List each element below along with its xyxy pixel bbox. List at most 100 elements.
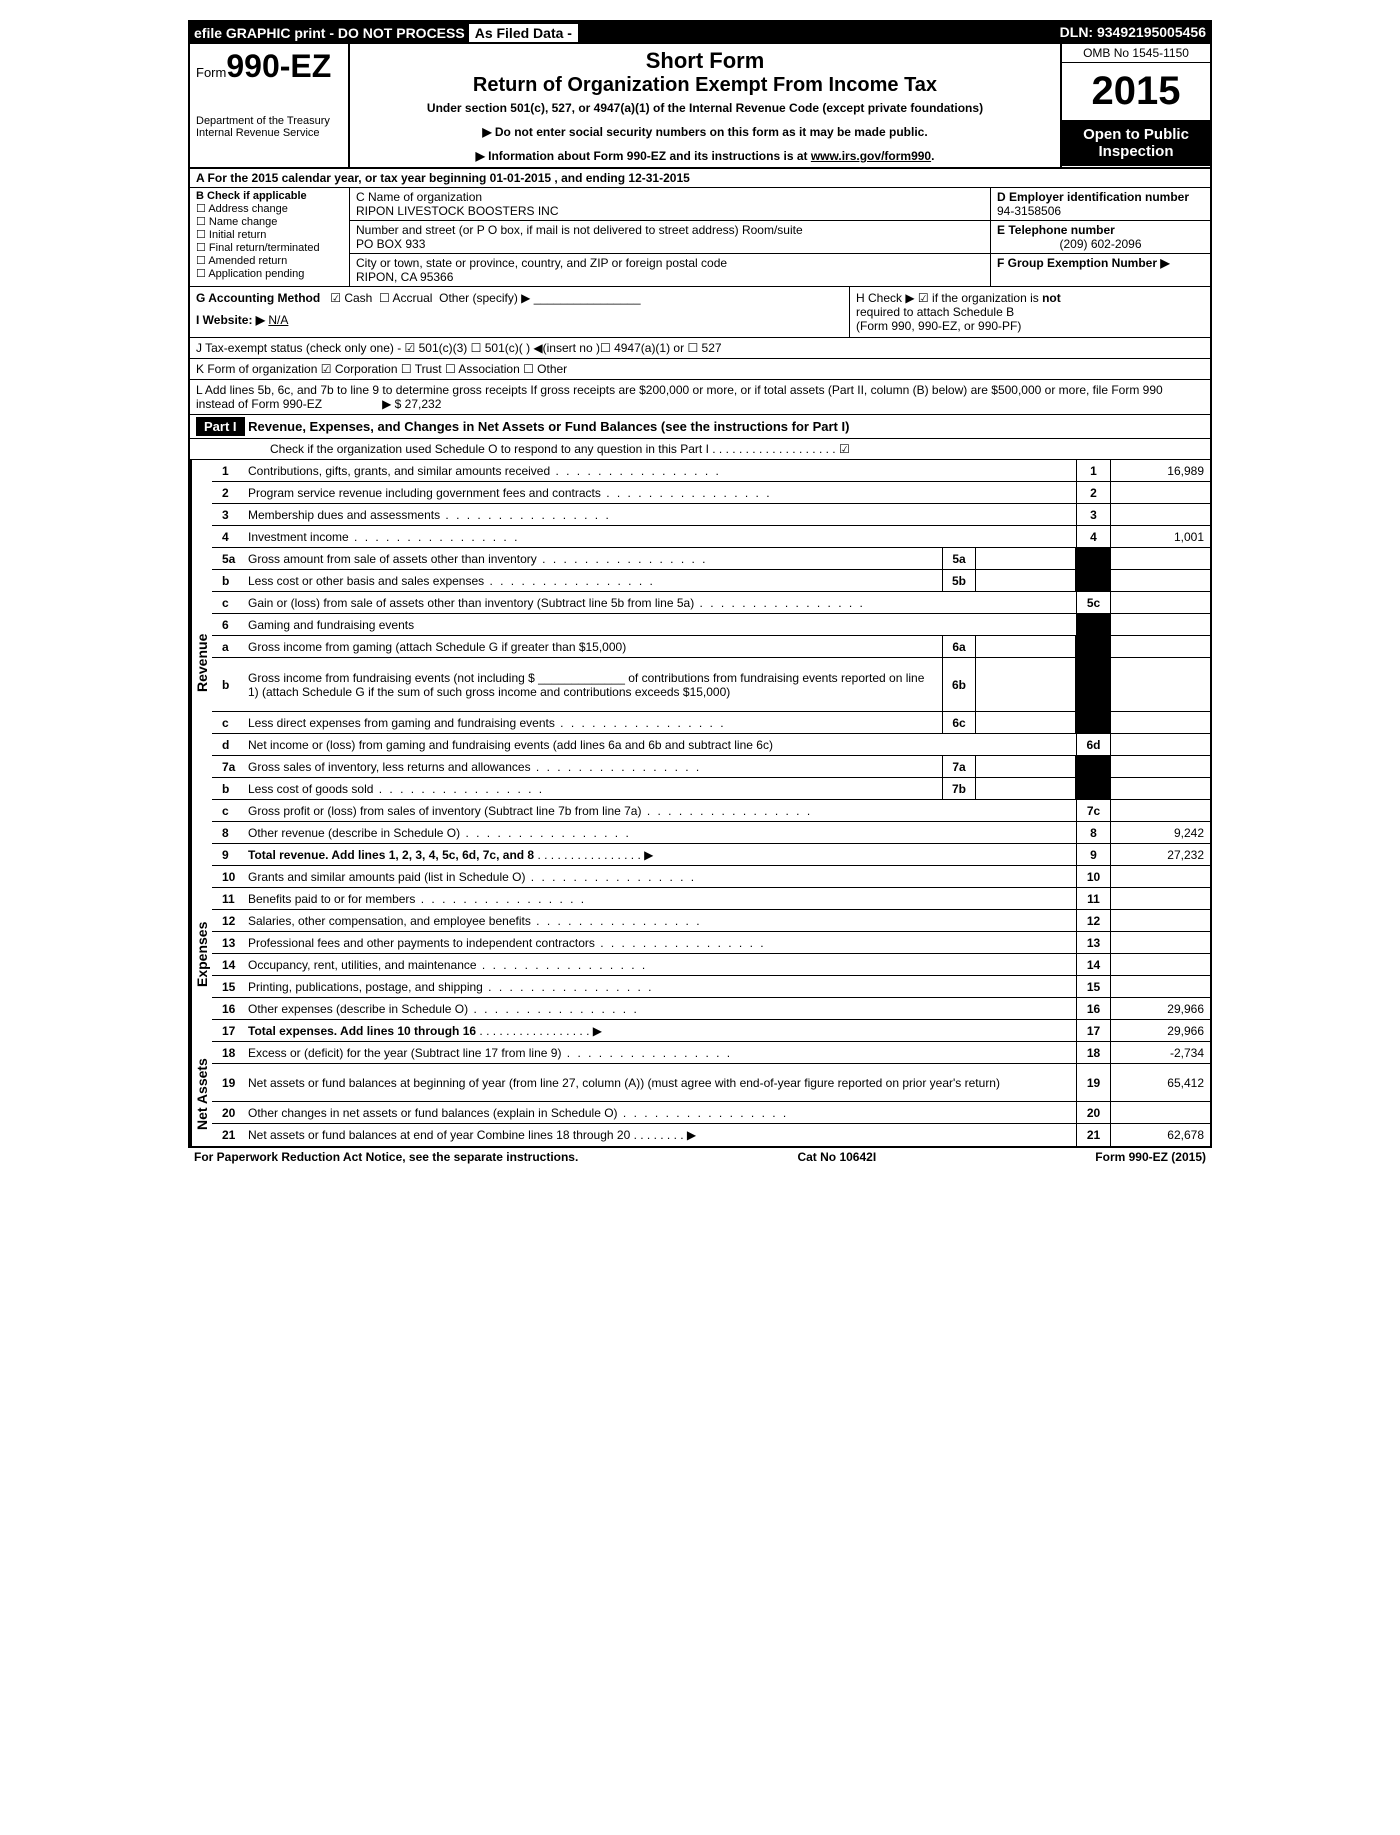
box-de: D Employer identification number 94-3158…: [990, 188, 1210, 286]
l7c-num: c: [212, 804, 248, 818]
box-i: I Website: ▶ N/A: [196, 313, 843, 327]
l6c-desc: Less direct expenses from gaming and fun…: [248, 716, 942, 730]
chk-pending[interactable]: Application pending: [196, 267, 343, 280]
box-l: L Add lines 5b, 6c, and 7b to line 9 to …: [190, 380, 1210, 415]
l5a-midval: [976, 548, 1076, 569]
l20-desc: Other changes in net assets or fund bala…: [248, 1106, 1076, 1120]
year-end: 12-31-2015: [628, 171, 689, 185]
l17-num: 17: [212, 1024, 248, 1038]
chk-cash[interactable]: Cash: [330, 291, 372, 305]
ein-label: D Employer identification number: [997, 190, 1189, 204]
l7b-shade: [1076, 778, 1110, 799]
dept-label: Department of the Treasury: [196, 115, 342, 127]
chk-initial[interactable]: Initial return: [196, 228, 343, 241]
l7a-mid: 7a: [942, 756, 976, 777]
l6a-num: a: [212, 640, 248, 654]
form-prefix: Form: [196, 65, 226, 80]
top-bar: efile GRAPHIC print - DO NOT PROCESS As …: [190, 22, 1210, 44]
l6d-rnum: 6d: [1076, 734, 1110, 755]
l4-num: 4: [212, 530, 248, 544]
box-l-text: L Add lines 5b, 6c, and 7b to line 9 to …: [196, 383, 1163, 411]
info-row: B Check if applicable Address change Nam…: [190, 188, 1210, 287]
chk-address[interactable]: Address change: [196, 202, 343, 215]
note-info: ▶ Information about Form 990-EZ and its …: [358, 149, 1052, 163]
expenses-label: Expenses: [190, 866, 212, 1042]
l6b-mid: 6b: [942, 658, 976, 711]
chk-amended[interactable]: Amended return: [196, 254, 343, 267]
l7a-desc: Gross sales of inventory, less returns a…: [248, 760, 942, 774]
l21-rnum: 21: [1076, 1124, 1110, 1146]
open-public: Open to Public Inspection: [1062, 120, 1210, 166]
netassets-section: Net Assets 18Excess or (deficit) for the…: [190, 1042, 1210, 1146]
l5b-val: [1110, 570, 1210, 591]
l7b-desc: Less cost of goods sold: [248, 782, 942, 796]
l17-val: 29,966: [1110, 1020, 1210, 1041]
note-info-pre: ▶ Information about Form 990-EZ and its …: [476, 149, 811, 163]
l7c-desc: Gross profit or (loss) from sales of inv…: [248, 804, 1076, 818]
part1-title: Revenue, Expenses, and Changes in Net As…: [248, 419, 849, 434]
l7c-rnum: 7c: [1076, 800, 1110, 821]
l9-val: 27,232: [1110, 844, 1210, 865]
l6d-desc: Net income or (loss) from gaming and fun…: [248, 738, 1076, 752]
city-value: RIPON, CA 95366: [356, 270, 984, 284]
asfiled-label: As Filed Data -: [469, 24, 578, 42]
l21-num: 21: [212, 1128, 248, 1142]
chk-final[interactable]: Final return/terminated: [196, 241, 343, 254]
footer-right: Form 990-EZ (2015): [1095, 1150, 1206, 1164]
l15-desc: Printing, publications, postage, and shi…: [248, 980, 1076, 994]
l5c-rnum: 5c: [1076, 592, 1110, 613]
city-label: City or town, state or province, country…: [356, 256, 984, 270]
box-b: B Check if applicable Address change Nam…: [190, 188, 350, 286]
l9-rnum: 9: [1076, 844, 1110, 865]
h-pre: H Check ▶: [856, 291, 918, 305]
box-b-title: B Check if applicable: [196, 190, 307, 202]
l6-num: 6: [212, 618, 248, 632]
l6d-num: d: [212, 738, 248, 752]
l15-val: [1110, 976, 1210, 997]
h-line2: required to attach Schedule B: [856, 305, 1014, 319]
chk-accrual[interactable]: Accrual: [379, 291, 432, 305]
l6c-midval: [976, 712, 1076, 733]
l7a-num: 7a: [212, 760, 248, 774]
expenses-section: Expenses 10Grants and similar amounts pa…: [190, 866, 1210, 1042]
box-j: J Tax-exempt status (check only one) - ☑…: [190, 338, 1210, 359]
l18-desc: Excess or (deficit) for the year (Subtra…: [248, 1046, 1076, 1060]
form-number: 990-EZ: [226, 48, 331, 84]
website-label: I Website: ▶: [196, 313, 265, 327]
l6a-midval: [976, 636, 1076, 657]
l11-desc: Benefits paid to or for members: [248, 892, 1076, 906]
l3-num: 3: [212, 508, 248, 522]
revenue-section: Revenue 1Contributions, gifts, grants, a…: [190, 460, 1210, 866]
netassets-label: Net Assets: [190, 1042, 212, 1146]
irs-link[interactable]: www.irs.gov/form990: [811, 149, 931, 163]
l5a-mid: 5a: [942, 548, 976, 569]
l6a-val: [1110, 636, 1210, 657]
l9-desc: Total revenue. Add lines 1, 2, 3, 4, 5c,…: [248, 848, 1076, 862]
title-return: Return of Organization Exempt From Incom…: [358, 74, 1052, 97]
accounting-label: G Accounting Method: [196, 291, 320, 305]
year-begin: 01-01-2015: [490, 171, 551, 185]
l4-val: 1,001: [1110, 526, 1210, 547]
l6d-val: [1110, 734, 1210, 755]
part1-check: Check if the organization used Schedule …: [190, 439, 1210, 460]
l21-desc: Net assets or fund balances at end of ye…: [248, 1128, 1076, 1142]
form-header: Form990-EZ Department of the Treasury In…: [190, 44, 1210, 169]
l11-val: [1110, 888, 1210, 909]
accounting-other: Other (specify) ▶: [439, 291, 530, 305]
chk-name[interactable]: Name change: [196, 215, 343, 228]
l13-desc: Professional fees and other payments to …: [248, 936, 1076, 950]
l14-val: [1110, 954, 1210, 975]
tax-year: 2015: [1062, 63, 1210, 120]
group-exemption-label: F Group Exemption Number ▶: [997, 256, 1170, 270]
section-a-pre: A For the 2015 calendar year, or tax yea…: [196, 171, 490, 185]
l2-desc: Program service revenue including govern…: [248, 486, 1076, 500]
l5c-desc: Gain or (loss) from sale of assets other…: [248, 596, 1076, 610]
l18-val: -2,734: [1110, 1042, 1210, 1063]
l14-rnum: 14: [1076, 954, 1110, 975]
l6a-desc: Gross income from gaming (attach Schedul…: [248, 640, 942, 654]
org-name-label: C Name of organization: [356, 190, 984, 204]
l2-num: 2: [212, 486, 248, 500]
section-a: A For the 2015 calendar year, or tax yea…: [190, 169, 1210, 188]
l1-val: 16,989: [1110, 460, 1210, 481]
l6-desc: Gaming and fundraising events: [248, 618, 1076, 632]
